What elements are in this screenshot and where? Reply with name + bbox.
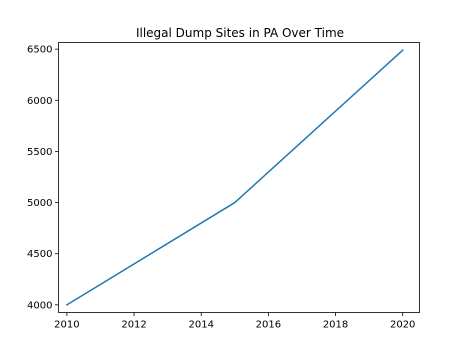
chart-title: Illegal Dump Sites in PA Over Time bbox=[136, 26, 344, 40]
x-tick-label: 2014 bbox=[188, 320, 213, 331]
series-line-0 bbox=[65, 49, 404, 306]
y-tick-label: 5000 bbox=[27, 198, 52, 209]
x-tick-label: 2010 bbox=[54, 320, 79, 331]
plot-area-frame bbox=[58, 42, 420, 313]
y-tick-label: 5500 bbox=[27, 147, 52, 158]
x-tick-label: 2016 bbox=[256, 320, 281, 331]
y-tick-label: 4500 bbox=[27, 249, 52, 260]
x-tick-label: 2018 bbox=[323, 320, 348, 331]
y-tick-label: 6000 bbox=[27, 96, 52, 107]
x-tick-label: 2020 bbox=[390, 320, 415, 331]
x-axis: 2010 2012 2014 2016 2018 2020 bbox=[54, 312, 415, 331]
y-axis: 4000 4500 5000 5500 6000 6500 bbox=[27, 45, 59, 311]
x-tick-label: 2012 bbox=[121, 320, 146, 331]
y-tick-label: 4000 bbox=[27, 300, 52, 311]
series-layer bbox=[65, 49, 404, 306]
y-tick-label: 6500 bbox=[27, 45, 52, 56]
